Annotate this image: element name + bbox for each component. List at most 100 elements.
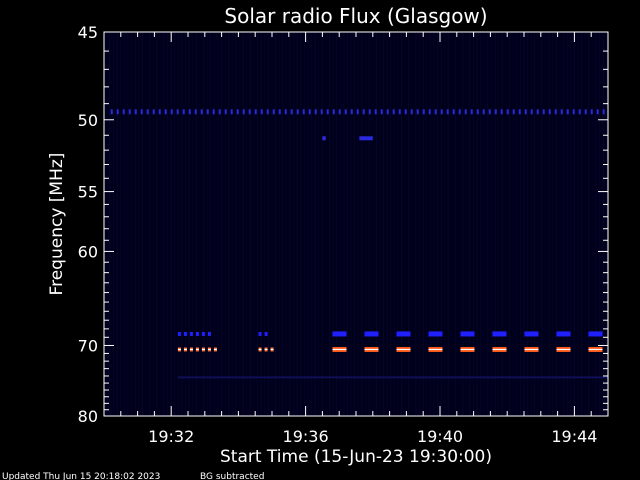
noise-streak <box>278 32 280 416</box>
noise-streak <box>397 32 399 416</box>
noise-streak <box>109 32 111 416</box>
band-segment <box>386 109 389 115</box>
noise-streak <box>530 32 532 416</box>
noise-streak <box>289 32 291 416</box>
noise-streak <box>105 32 107 416</box>
noise-streak <box>311 32 312 416</box>
noise-streak <box>447 32 449 416</box>
noise-streak <box>303 32 305 416</box>
noise-streak <box>487 32 489 416</box>
band-segment <box>536 109 539 115</box>
band-segment <box>460 331 475 337</box>
band-segment <box>482 109 485 115</box>
noise-streak <box>325 32 327 416</box>
band-segment <box>189 331 193 336</box>
band-core <box>556 348 571 351</box>
band-core <box>213 348 217 351</box>
noise-streak <box>501 32 503 416</box>
noise-streak <box>591 32 593 416</box>
band-segment <box>518 109 521 115</box>
noise-streak <box>357 32 359 416</box>
noise-streak <box>152 32 154 416</box>
band-segment <box>584 109 587 115</box>
noise-streak <box>195 32 197 416</box>
noise-streak <box>318 32 320 416</box>
noise-streak <box>581 32 582 416</box>
band-segment <box>200 109 203 115</box>
band-core <box>270 348 274 351</box>
noise-streak <box>170 32 172 416</box>
noise-streak <box>602 32 604 416</box>
y-tick-label: 50 <box>78 111 98 130</box>
noise-streak <box>379 32 381 416</box>
band-segment <box>416 109 419 115</box>
band-segment <box>500 109 503 115</box>
noise-streak <box>285 32 287 416</box>
band-segment <box>396 331 411 337</box>
band-segment <box>194 109 197 115</box>
noise-streak <box>235 32 237 416</box>
band-segment <box>218 109 221 115</box>
band-segment <box>314 109 317 115</box>
x-tick-label: 19:32 <box>148 427 194 446</box>
band-segment <box>188 109 191 115</box>
noise-streak <box>242 32 244 416</box>
band-core <box>207 348 211 351</box>
band-segment <box>158 109 161 115</box>
noise-streak <box>228 32 230 416</box>
band-segment <box>326 109 329 115</box>
noise-streak <box>368 32 370 416</box>
band-segment <box>182 109 185 115</box>
band-segment <box>428 331 443 337</box>
band-core <box>201 348 205 351</box>
noise-streak <box>249 32 251 416</box>
noise-streak <box>224 32 226 416</box>
noise-streak <box>473 32 474 416</box>
noise-streak <box>296 32 298 416</box>
noise-streak <box>267 32 269 416</box>
noise-streak <box>257 32 258 416</box>
band-segment <box>224 109 227 115</box>
band-segment <box>374 109 377 115</box>
noise-streak <box>505 32 507 416</box>
noise-streak <box>113 32 114 416</box>
noise-streak <box>588 32 590 416</box>
noise-streak <box>314 32 316 416</box>
y-tick-label: 45 <box>78 23 98 42</box>
noise-streak <box>552 32 554 416</box>
band-core <box>183 348 187 351</box>
band-segment <box>364 331 379 337</box>
noise-streak <box>429 32 431 416</box>
band-segment <box>494 109 497 115</box>
noise-streak <box>361 32 363 416</box>
noise-streak <box>465 32 467 416</box>
noise-streak <box>300 32 302 416</box>
noise-streak <box>138 32 140 416</box>
noise-streak <box>188 32 190 416</box>
noise-streak <box>606 32 608 416</box>
noise-streak <box>451 32 453 416</box>
noise-streak <box>365 32 366 416</box>
band-segment <box>572 109 575 115</box>
noise-streak <box>213 32 215 416</box>
band-segment <box>554 109 557 115</box>
band-segment <box>422 109 425 115</box>
band-segment <box>362 109 365 115</box>
noise-streak <box>145 32 147 416</box>
noise-streak <box>519 32 521 416</box>
band-segment <box>566 109 569 115</box>
noise-streak <box>264 32 266 416</box>
noise-streak <box>159 32 161 416</box>
noise-streak <box>541 32 543 416</box>
noise-streak <box>275 32 276 416</box>
band-segment <box>254 109 257 115</box>
band-segment <box>392 109 395 115</box>
band-core <box>460 348 475 351</box>
band-segment <box>128 109 131 115</box>
noise-streak <box>375 32 377 416</box>
band-segment <box>476 109 479 115</box>
noise-streak <box>404 32 406 416</box>
noise-streak <box>584 32 586 416</box>
band-segment <box>398 109 401 115</box>
noise-streak <box>383 32 384 416</box>
